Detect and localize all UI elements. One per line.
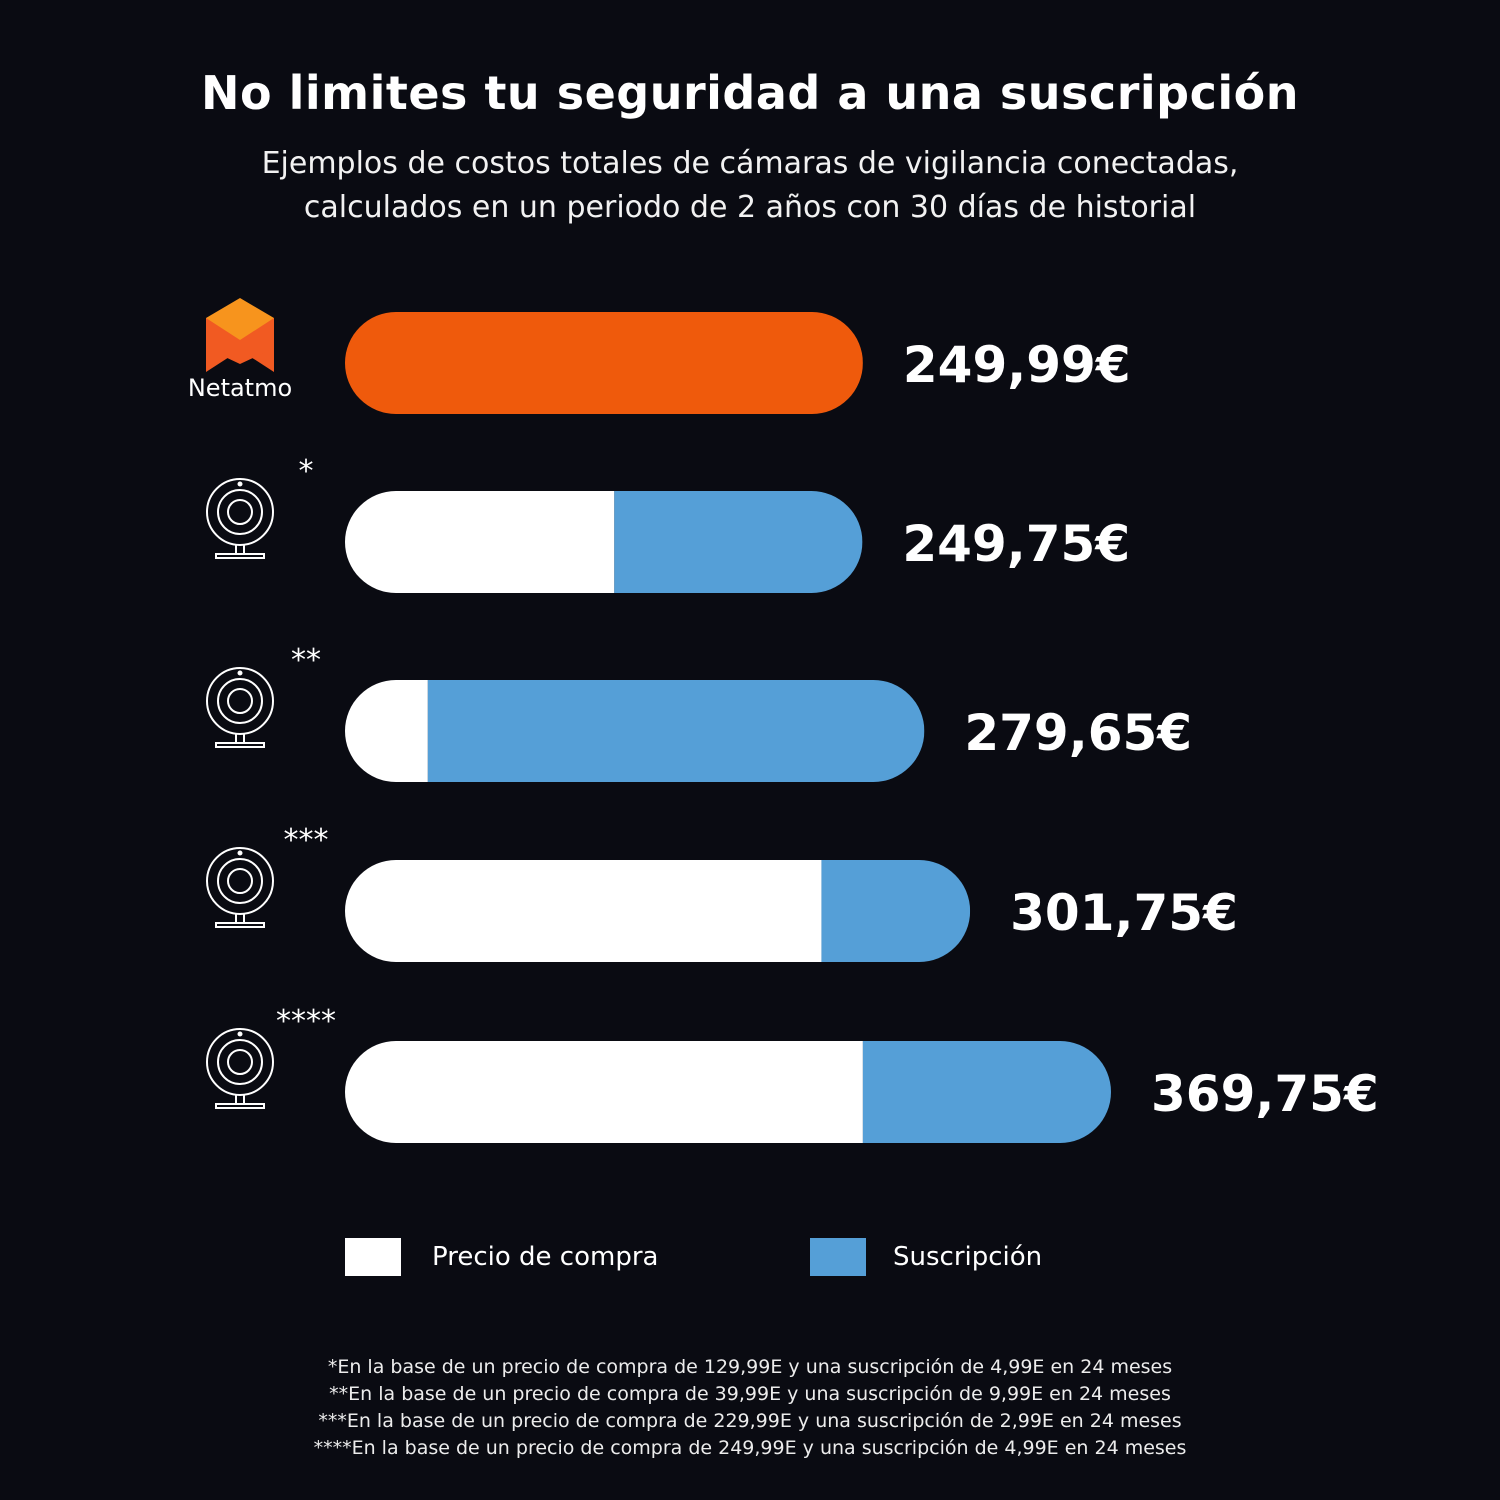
total-label-2: 249,75€	[902, 515, 1130, 573]
legend-label-purchase: Precio de compra	[432, 1242, 659, 1272]
bar-group-2	[345, 491, 863, 593]
camera-icon	[206, 1028, 274, 1109]
total-label-4: 301,75€	[1010, 884, 1238, 942]
category-label-4: ***	[284, 823, 329, 858]
legend-swatch-purchase	[345, 1238, 401, 1276]
bar-purchase-5	[345, 1041, 863, 1143]
bar-purchase-4	[345, 860, 822, 962]
netatmo-logo: Netatmo	[188, 298, 292, 402]
bar-purchase-2	[345, 491, 615, 593]
category-label-2: *	[299, 454, 314, 489]
camera-icon	[206, 847, 274, 928]
camera-icon	[206, 478, 274, 559]
cost-bar-chart: 249,99€ Netatmo 249,75€ * 279,65€ ** 301,75€ **…	[188, 298, 1379, 1143]
footnote-1: *En la base de un precio de compra de 12…	[327, 1356, 1173, 1378]
bar-subscription-2	[614, 491, 863, 593]
chart-subtitle-line-1: Ejemplos de costos totales de cámaras de…	[261, 146, 1239, 181]
chart-title: No limites tu seguridad a una suscripció…	[201, 66, 1299, 120]
bar-purchase-3	[345, 680, 428, 782]
bar-group-1	[345, 312, 863, 414]
camera-icon	[206, 667, 274, 748]
bar-subscription-4	[821, 860, 971, 962]
footnotes: *En la base de un precio de compra de 12…	[0, 1354, 1500, 1462]
category-label-5: ****	[276, 1004, 336, 1039]
bar-subscription-3	[427, 680, 925, 782]
category-label-3: **	[291, 643, 321, 678]
legend-swatch-subscription	[810, 1238, 866, 1276]
footnote-4: ****En la base de un precio de compra de…	[313, 1437, 1187, 1459]
bar-group-3	[345, 680, 925, 782]
chart-subtitle-line-2: calculados en un periodo de 2 años con 3…	[303, 190, 1197, 225]
bar-netatmo	[345, 312, 863, 414]
footnote-3: ***En la base de un precio de compra de …	[318, 1410, 1182, 1432]
total-label-5: 369,75€	[1151, 1065, 1379, 1123]
total-label-1: 249,99€	[903, 336, 1131, 394]
bar-group-5	[345, 1041, 1111, 1143]
total-label-3: 279,65€	[964, 704, 1192, 762]
bar-subscription-5	[862, 1041, 1111, 1143]
bar-group-4	[345, 860, 971, 962]
footnote-2: **En la base de un precio de compra de 3…	[329, 1383, 1171, 1405]
legend-label-subscription: Suscripción	[893, 1242, 1043, 1272]
category-label-netatmo: Netatmo	[188, 374, 292, 402]
